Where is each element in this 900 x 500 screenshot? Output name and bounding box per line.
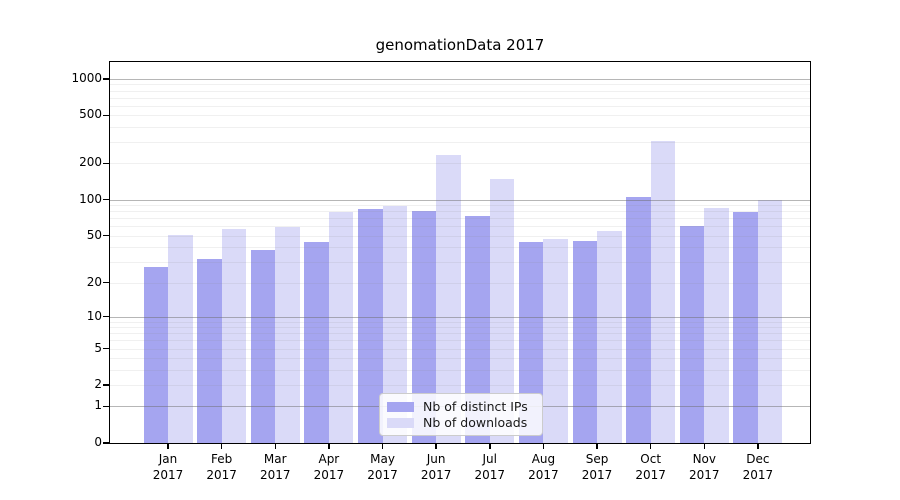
- x-axis-tick-mark: [542, 444, 545, 449]
- bar-distinct-ips-dec: [733, 211, 758, 443]
- x-axis-tick-label-may: May 2017: [367, 452, 398, 482]
- bar-downloads-dec: [757, 200, 783, 443]
- x-axis-tick-mark: [381, 444, 384, 449]
- x-axis-tick-label-oct: Oct 2017: [635, 452, 666, 482]
- bar-downloads-jan: [168, 234, 193, 443]
- y-axis-tick-label: 2: [94, 377, 102, 392]
- x-axis-tick-label-jan: Jan 2017: [152, 452, 184, 482]
- y-axis-tick-mark: [103, 162, 109, 165]
- y-axis-tick-mark: [103, 315, 109, 318]
- y-axis-tick-label: 5: [94, 340, 102, 355]
- bar-downloads-aug: [543, 238, 568, 443]
- x-axis-tick-mark: [596, 444, 598, 449]
- legend-swatch-distinct-ips: [387, 401, 414, 412]
- x-axis-tick-mark: [757, 444, 759, 449]
- bar-distinct-ips-sep: [572, 241, 598, 443]
- legend-item-distinct-ips: Nb of distinct IPs: [387, 399, 534, 414]
- x-axis-tick-label-feb: Feb 2017: [206, 452, 237, 482]
- bar-distinct-ips-mar: [250, 249, 276, 443]
- x-axis-tick-mark: [435, 444, 437, 449]
- bar-downloads-sep: [597, 230, 622, 443]
- legend-label-downloads: Nb of downloads: [423, 415, 528, 430]
- x-axis-tick-label-aug: Aug 2017: [528, 452, 559, 482]
- bar-distinct-ips-jan: [143, 267, 168, 443]
- bar-downloads-nov: [704, 208, 729, 443]
- x-axis-tick-mark: [274, 444, 276, 449]
- y-axis-tick-label: 1000: [71, 70, 102, 85]
- bar-downloads-oct: [650, 141, 676, 443]
- bar-distinct-ips-feb: [197, 258, 222, 443]
- x-axis-tick-mark: [489, 444, 491, 449]
- x-axis-tick-mark: [220, 444, 223, 449]
- y-axis-tick-mark: [103, 78, 109, 80]
- y-axis-tick-label: 50: [86, 227, 102, 242]
- legend-label-distinct-ips: Nb of distinct IPs: [423, 399, 528, 414]
- legend: Nb of distinct IPs Nb of downloads: [379, 393, 543, 436]
- y-axis-tick-label: 100: [79, 191, 102, 206]
- x-axis-tick-label-nov: Nov 2017: [689, 452, 720, 482]
- bar-distinct-ips-may: [358, 209, 383, 443]
- chart-title: genomationData 2017: [375, 36, 545, 54]
- x-axis-tick-label-sep: Sep 2017: [581, 452, 613, 482]
- legend-swatch-downloads: [387, 417, 414, 428]
- y-axis-tick-mark: [103, 234, 109, 237]
- y-axis-tick-label: 1: [94, 398, 102, 413]
- x-axis-tick-mark: [328, 444, 330, 449]
- y-axis-tick-label: 0: [94, 435, 102, 449]
- bar-distinct-ips-oct: [626, 197, 651, 443]
- x-axis-tick-label-apr: Apr 2017: [313, 452, 345, 482]
- y-axis-tick-label: 200: [79, 155, 102, 170]
- bar-downloads-mar: [275, 227, 300, 443]
- y-axis-tick-mark: [103, 347, 109, 350]
- y-axis-tick-mark: [103, 114, 109, 117]
- y-axis-tick-label: 10: [86, 308, 102, 323]
- y-axis-tick-mark: [103, 405, 109, 408]
- y-axis-tick-label: 500: [79, 107, 102, 122]
- bar-downloads-apr: [328, 211, 354, 443]
- y-axis-tick-mark: [103, 281, 109, 284]
- bar-downloads-feb: [221, 228, 247, 443]
- x-axis-tick-label-dec: Dec 2017: [742, 452, 774, 482]
- x-axis-tick-mark: [167, 444, 169, 449]
- bar-distinct-ips-nov: [679, 226, 705, 443]
- x-axis-tick-label-jul: Jul 2017: [474, 452, 506, 482]
- y-axis-tick-mark: [103, 198, 109, 201]
- legend-item-downloads: Nb of downloads: [387, 415, 534, 430]
- bar-distinct-ips-apr: [304, 242, 329, 443]
- x-axis-tick-mark: [649, 444, 652, 449]
- x-axis-tick-label-jun: Jun 2017: [420, 452, 452, 482]
- y-axis-tick-mark: [103, 384, 109, 386]
- x-axis-tick-mark: [703, 444, 706, 449]
- x-axis-tick-label-mar: Mar 2017: [259, 452, 291, 482]
- y-axis-tick-mark: [103, 442, 109, 444]
- y-axis-tick-label: 20: [86, 274, 102, 289]
